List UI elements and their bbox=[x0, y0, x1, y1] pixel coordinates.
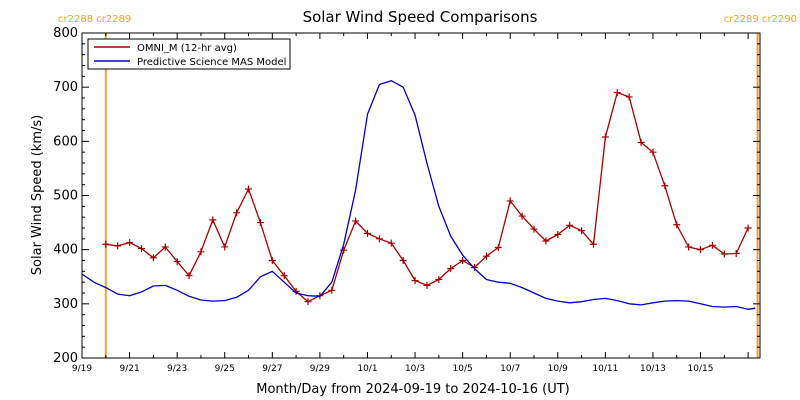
legend: OMNI_M (12-hr avg) Predictive Science MA… bbox=[87, 38, 291, 70]
x-tick-label: 9/21 bbox=[119, 364, 139, 374]
series-marker-0 bbox=[185, 272, 193, 280]
series-marker-0 bbox=[197, 248, 205, 256]
series-marker-0 bbox=[542, 237, 550, 245]
x-tick-label: 10/1 bbox=[357, 364, 377, 374]
y-tick-label: 600 bbox=[53, 134, 78, 149]
series-marker-0 bbox=[637, 138, 645, 146]
series-marker-0 bbox=[114, 242, 122, 250]
series-marker-0 bbox=[363, 229, 371, 237]
x-tick-label: 10/5 bbox=[453, 364, 473, 374]
series-marker-0 bbox=[161, 243, 169, 251]
y-tick-label: 700 bbox=[53, 80, 78, 95]
x-tick-label: 10/11 bbox=[592, 364, 618, 374]
carrington-label: cr2288 cr2289 bbox=[58, 14, 131, 25]
series-marker-0 bbox=[708, 241, 716, 249]
legend-label-omni: OMNI_M (12-hr avg) bbox=[137, 43, 237, 54]
series-marker-0 bbox=[137, 245, 145, 253]
series-marker-0 bbox=[685, 243, 693, 251]
series-marker-0 bbox=[399, 257, 407, 264]
y-tick-label: 300 bbox=[53, 297, 78, 312]
series-marker-0 bbox=[661, 182, 669, 190]
x-tick-label: 9/19 bbox=[72, 364, 92, 374]
series-marker-0 bbox=[589, 240, 597, 248]
series-marker-0 bbox=[578, 227, 586, 235]
series-marker-0 bbox=[411, 277, 419, 285]
series-marker-0 bbox=[482, 252, 490, 260]
plot-frame bbox=[81, 32, 761, 359]
y-tick-label: 200 bbox=[53, 351, 78, 366]
series-marker-0 bbox=[720, 250, 728, 258]
series-marker-0 bbox=[268, 257, 276, 264]
series-marker-0 bbox=[566, 221, 574, 229]
x-tick-label: 9/23 bbox=[167, 364, 187, 374]
series-marker-0 bbox=[447, 265, 455, 273]
series-marker-0 bbox=[209, 216, 217, 224]
series-marker-0 bbox=[221, 243, 229, 251]
series-line-0 bbox=[105, 91, 749, 303]
x-tick-label: 9/27 bbox=[262, 364, 282, 374]
series-marker-0 bbox=[102, 240, 110, 248]
series-marker-0 bbox=[328, 286, 336, 294]
series-layer bbox=[81, 80, 756, 310]
series-marker-0 bbox=[601, 133, 609, 141]
legend-label-model: Predictive Science MAS Model bbox=[137, 57, 286, 68]
x-axis-label: Month/Day from 2024-09-19 to 2024-10-16 … bbox=[256, 382, 569, 397]
series-marker-0 bbox=[149, 254, 157, 262]
y-tick-label: 400 bbox=[53, 243, 78, 258]
series-marker-0 bbox=[554, 231, 562, 238]
series-marker-0 bbox=[673, 221, 681, 229]
series-marker-0 bbox=[233, 209, 241, 217]
series-marker-0 bbox=[518, 212, 526, 220]
series-marker-0 bbox=[387, 239, 395, 247]
series-line-1 bbox=[81, 80, 756, 310]
chart-title: Solar Wind Speed Comparisons bbox=[303, 8, 538, 26]
legend-box bbox=[87, 38, 291, 70]
x-tick-label: 9/29 bbox=[310, 364, 330, 374]
x-axis-ticks: 9/19 9/21 9/23 9/25 9/27 9/29 10/1 10/3 10/5 10/7… bbox=[72, 33, 749, 374]
y-axis-label: Solar Wind Speed (km/s) bbox=[30, 115, 45, 275]
series-marker-0 bbox=[530, 225, 538, 233]
x-tick-label: 10/15 bbox=[688, 364, 714, 374]
series-marker-0 bbox=[459, 257, 467, 264]
x-tick-label: 9/25 bbox=[215, 364, 235, 374]
series-marker-0 bbox=[435, 275, 443, 283]
series-marker-0 bbox=[423, 281, 431, 289]
series-marker-0 bbox=[280, 272, 288, 280]
series-marker-0 bbox=[173, 258, 181, 266]
series-marker-0 bbox=[697, 246, 705, 254]
series-marker-0 bbox=[649, 148, 657, 156]
carrington-label: cr2289 cr2290 bbox=[724, 14, 797, 25]
series-marker-0 bbox=[304, 298, 312, 306]
y-tick-label: 800 bbox=[53, 26, 78, 41]
x-tick-label: 10/9 bbox=[548, 364, 568, 374]
x-tick-label: 10/3 bbox=[405, 364, 425, 374]
y-axis-ticks: 200 300 400 500 600 700 800 bbox=[53, 26, 760, 366]
series-marker-0 bbox=[375, 235, 383, 243]
series-marker-0 bbox=[625, 93, 633, 101]
series-marker-0 bbox=[126, 239, 134, 247]
x-tick-label: 10/7 bbox=[500, 364, 520, 374]
series-marker-0 bbox=[245, 185, 253, 193]
x-tick-label: 10/13 bbox=[640, 364, 666, 374]
series-marker-0 bbox=[471, 264, 479, 272]
series-marker-0 bbox=[506, 197, 514, 205]
series-marker-0 bbox=[494, 244, 502, 251]
series-marker-0 bbox=[256, 219, 264, 227]
series-marker-0 bbox=[732, 249, 740, 257]
series-marker-0 bbox=[613, 89, 621, 97]
y-tick-label: 500 bbox=[53, 189, 78, 204]
series-marker-0 bbox=[744, 224, 752, 232]
series-marker-0 bbox=[352, 217, 360, 225]
